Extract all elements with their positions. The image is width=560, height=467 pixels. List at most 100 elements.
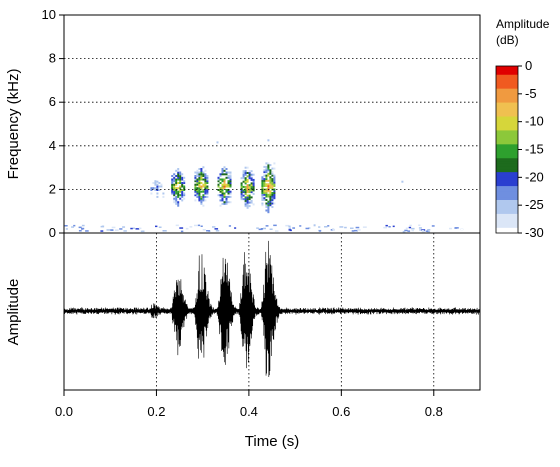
noise-speck	[106, 229, 111, 231]
spectrogram-cell	[269, 202, 272, 205]
spectrogram-cell	[198, 178, 201, 181]
spectrogram-cell	[181, 194, 184, 197]
noise-speck	[197, 224, 201, 227]
spectrogram-cell	[154, 182, 157, 184]
spectrogram-cell	[261, 192, 264, 194]
colorbar-swatch	[496, 113, 518, 117]
spectrogram-cell	[261, 185, 264, 187]
spectrogram-cell	[265, 176, 268, 179]
spectrogram-cell	[175, 182, 178, 184]
noise-speck	[330, 229, 335, 231]
noise-speck	[111, 226, 116, 229]
spectrogram-cell	[265, 192, 268, 194]
spectrogram-cell	[240, 184, 243, 187]
noise-speck	[206, 230, 211, 232]
spectrogram-cell	[196, 187, 199, 190]
colorbar-swatch	[496, 74, 518, 78]
spectrogram-cell	[223, 183, 226, 186]
spectrogram-cell	[179, 197, 182, 200]
noise-speck	[411, 227, 415, 230]
spectrogram-cell	[271, 167, 274, 170]
spectrogram-cell	[175, 187, 178, 190]
noise-speck	[73, 224, 76, 227]
noise-speck	[339, 226, 344, 228]
spectrogram-cell	[223, 178, 226, 181]
spectrogram-cell	[152, 187, 155, 190]
spectrogram-cell	[252, 185, 255, 188]
spectrogram-cell	[196, 173, 199, 176]
spectrogram-cell	[261, 176, 264, 179]
spectrogram-cell	[204, 199, 207, 202]
noise-speck	[285, 224, 290, 227]
spectrogram-cell	[225, 189, 228, 191]
spectrogram-cell	[162, 192, 165, 195]
spectrogram-cell	[150, 187, 153, 190]
spectrogram-cell	[252, 184, 255, 187]
spectrogram-cell	[244, 182, 247, 185]
spectrogram-cell	[223, 166, 226, 169]
spectrogram-cell	[198, 192, 201, 195]
spectrogram-cell	[244, 172, 247, 174]
spectrogram-cell	[198, 171, 201, 174]
spectrogram-cell	[267, 202, 270, 205]
spectrogram-cell	[162, 195, 165, 198]
spectrogram-cell	[263, 165, 266, 168]
noise-speck	[263, 227, 267, 230]
noise-speck	[130, 227, 133, 230]
spectrogram-cell	[244, 178, 247, 181]
x-tick-label: 0.2	[147, 404, 165, 419]
spectrogram-cell	[240, 192, 243, 195]
spectrogram-cell	[271, 197, 274, 200]
spectrogram-cell	[246, 206, 249, 209]
noise-speck	[269, 228, 273, 230]
spectrogram-cell	[271, 181, 274, 184]
spectrogram-cell	[271, 186, 274, 189]
colorbar-swatch	[496, 191, 518, 195]
spectrogram-cell	[223, 195, 226, 198]
y-tick-label: 4	[49, 138, 56, 153]
spectrogram-cell	[265, 193, 268, 196]
spectrogram-cell	[263, 192, 266, 194]
spectrogram-cell	[179, 182, 182, 184]
spectrogram-cell	[204, 190, 207, 193]
spectrogram-cell	[181, 173, 184, 176]
spectrogram-cell	[244, 173, 247, 176]
spectrogram-cell	[250, 189, 253, 192]
spectrogram-cell	[150, 192, 153, 195]
spectrogram-cell	[267, 186, 270, 189]
spectrogram-cell	[273, 179, 276, 182]
spectrogram-cell	[265, 183, 268, 186]
colorbar-swatch	[496, 180, 518, 184]
spectrogram-cell	[252, 189, 255, 192]
spectrogram-cell	[200, 187, 203, 190]
spectrogram-cell	[223, 182, 226, 184]
noise-band	[64, 139, 477, 233]
spectrogram-grid	[64, 58, 480, 190]
noise-speck	[308, 227, 311, 229]
spectrogram-cell	[227, 182, 230, 184]
spectrogram-cell	[202, 204, 205, 207]
spectrogram-cell	[271, 199, 274, 201]
spectrogram-cell	[171, 178, 174, 181]
spectrogram-cell	[196, 178, 199, 181]
spectrogram-cell	[154, 189, 157, 191]
spectrogram-cell	[221, 194, 224, 197]
noise-speck	[305, 227, 310, 230]
spectrogram-cell	[246, 201, 249, 204]
colorbar-swatch	[496, 82, 518, 86]
spectrogram-cell	[244, 180, 247, 183]
noise-speck	[267, 139, 270, 142]
spectrogram-cell	[173, 183, 176, 186]
spectrogram-cell	[156, 192, 159, 195]
spectrogram-cell	[229, 185, 232, 188]
noise-speck	[119, 228, 123, 230]
spectrogram-cell	[273, 197, 276, 200]
spectrogram-cell	[198, 180, 201, 183]
noise-speck	[344, 226, 347, 229]
colorbar-swatch	[496, 196, 518, 200]
noise-speck	[327, 225, 330, 227]
spectrogram-cell	[240, 194, 243, 197]
spectrogram-cell	[244, 185, 247, 188]
spectrogram-cell	[240, 182, 243, 185]
colorbar-swatch	[496, 118, 518, 123]
